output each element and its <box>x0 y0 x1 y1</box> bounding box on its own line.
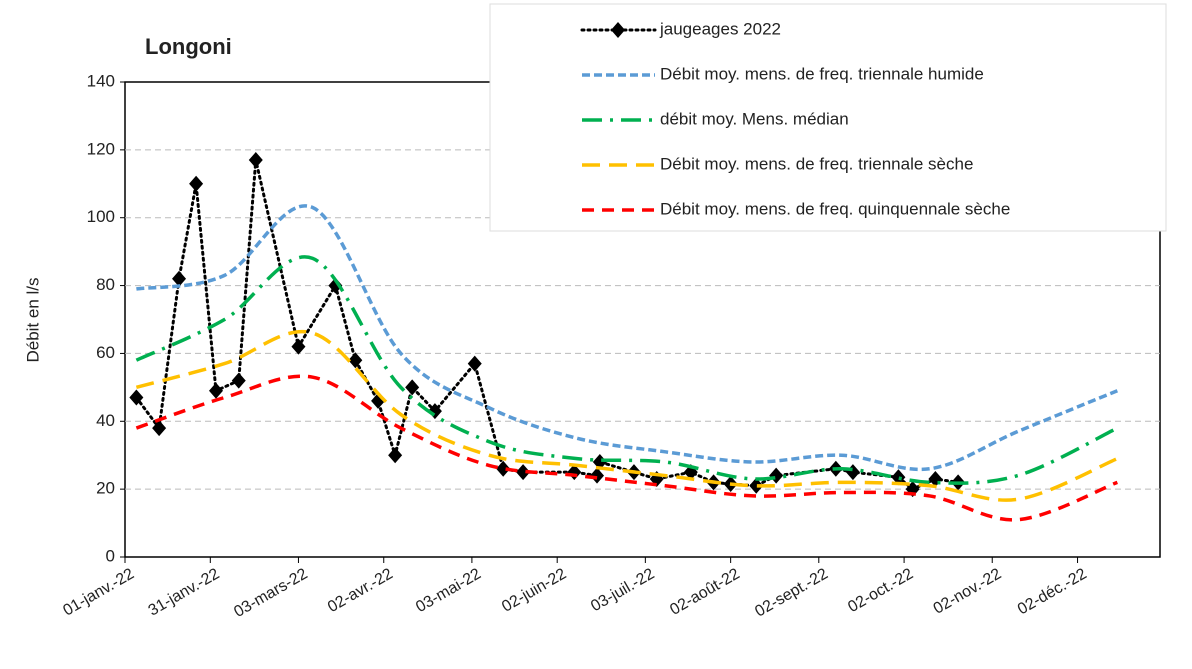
x-tick-label: 03-mars-22 <box>231 565 310 621</box>
x-tick-label: 03-mai-22 <box>413 565 484 616</box>
y-tick-label: 100 <box>87 207 115 226</box>
data-marker <box>129 389 144 406</box>
x-tick-label: 02-août-22 <box>667 565 743 618</box>
x-tick-label: 02-juin-22 <box>499 565 569 615</box>
series-line <box>135 329 1119 502</box>
x-tick-label: 02-nov.-22 <box>931 565 1005 617</box>
y-tick-label: 140 <box>87 71 115 90</box>
series-line <box>136 204 1119 472</box>
data-marker <box>189 175 204 192</box>
data-marker <box>769 467 784 484</box>
y-tick-label: 60 <box>96 343 115 362</box>
y-tick-label: 20 <box>96 479 115 498</box>
x-tick-label: 31-janv.-22 <box>146 565 223 619</box>
data-marker <box>516 464 531 481</box>
data-marker <box>152 420 167 437</box>
x-tick-label: 02-déc.-22 <box>1015 565 1090 618</box>
data-marker <box>208 382 223 399</box>
data-marker <box>328 277 343 294</box>
series-line <box>135 374 1118 522</box>
data-marker <box>231 372 246 389</box>
legend-marker <box>611 22 625 38</box>
y-tick-label: 80 <box>96 275 115 294</box>
y-tick-label: 120 <box>87 139 115 158</box>
y-axis-label: Débit en l/s <box>23 277 42 362</box>
data-marker <box>467 355 482 372</box>
x-tick-label: 02-sept.-22 <box>752 565 831 620</box>
data-marker <box>590 467 605 484</box>
y-tick-label: 40 <box>96 411 115 430</box>
legend-label: jaugeages 2022 <box>659 19 781 38</box>
data-marker <box>248 152 263 169</box>
legend-label: Débit moy. mens. de freq. triennale humi… <box>660 64 984 83</box>
data-marker <box>749 477 764 494</box>
chart-title: Longoni <box>145 34 232 59</box>
series-line <box>135 255 1119 485</box>
x-tick-label: 03-juil.-22 <box>588 565 657 615</box>
x-tick-label: 02-avr.-22 <box>325 565 396 616</box>
legend-label: Débit moy. mens. de freq. triennale sèch… <box>660 154 973 173</box>
data-marker <box>405 379 420 396</box>
x-tick-label: 01-janv.-22 <box>60 565 137 619</box>
data-marker <box>291 338 306 355</box>
data-marker <box>845 464 860 481</box>
legend-label: Débit moy. mens. de freq. quinquennale s… <box>660 199 1010 218</box>
data-marker <box>388 447 403 464</box>
x-tick-label: 02-oct.-22 <box>845 565 916 616</box>
legend-box <box>489 3 1167 232</box>
data-marker <box>496 460 511 477</box>
legend-label: débit moy. Mens. médian <box>660 109 849 128</box>
data-marker <box>348 352 363 369</box>
y-tick-label: 0 <box>106 546 115 565</box>
data-marker <box>172 270 187 287</box>
data-marker <box>891 469 906 486</box>
